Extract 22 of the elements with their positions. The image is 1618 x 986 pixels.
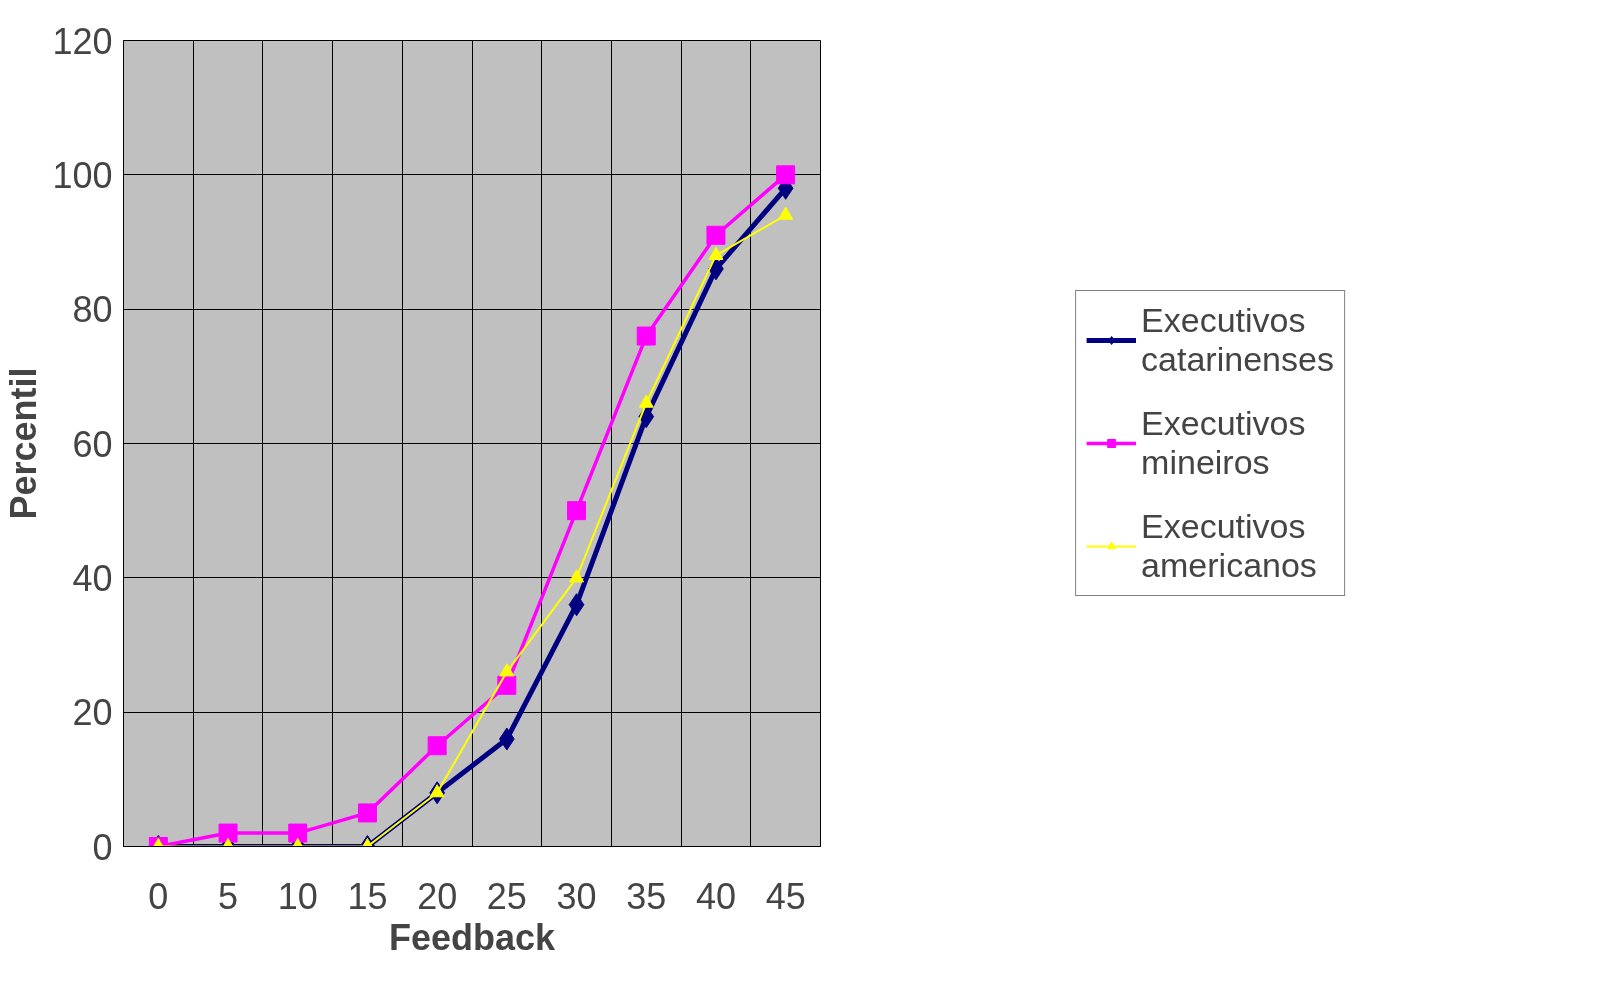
x-tick-label: 15: [347, 875, 388, 917]
legend-label: Executivos mineiros: [1141, 404, 1306, 482]
x-tick-label: 30: [556, 875, 597, 917]
y-tick-label: 20: [72, 692, 113, 734]
y-tick-label: 80: [72, 289, 113, 331]
x-tick-label: 40: [695, 875, 736, 917]
legend-label: Executivos americanos: [1141, 507, 1317, 585]
y-tick-label: 40: [72, 557, 113, 599]
legend-label: Executivos catarinenses: [1141, 301, 1334, 379]
x-tick-label: 35: [626, 875, 667, 917]
x-tick-label: 20: [417, 875, 458, 917]
y-tick-label: 0: [92, 826, 113, 868]
x-tick-label: 5: [218, 875, 239, 917]
y-tick-label: 60: [72, 423, 113, 465]
y-tick-label: 120: [52, 20, 113, 62]
x-tick-label: 45: [765, 875, 806, 917]
x-axis-title: Feedback: [388, 916, 557, 958]
y-axis-title: Percentil: [3, 367, 45, 520]
x-tick-label: 10: [277, 875, 318, 917]
x-tick-label: 25: [486, 875, 527, 917]
y-tick-label: 100: [52, 154, 113, 196]
x-tick-label: 0: [148, 875, 169, 917]
